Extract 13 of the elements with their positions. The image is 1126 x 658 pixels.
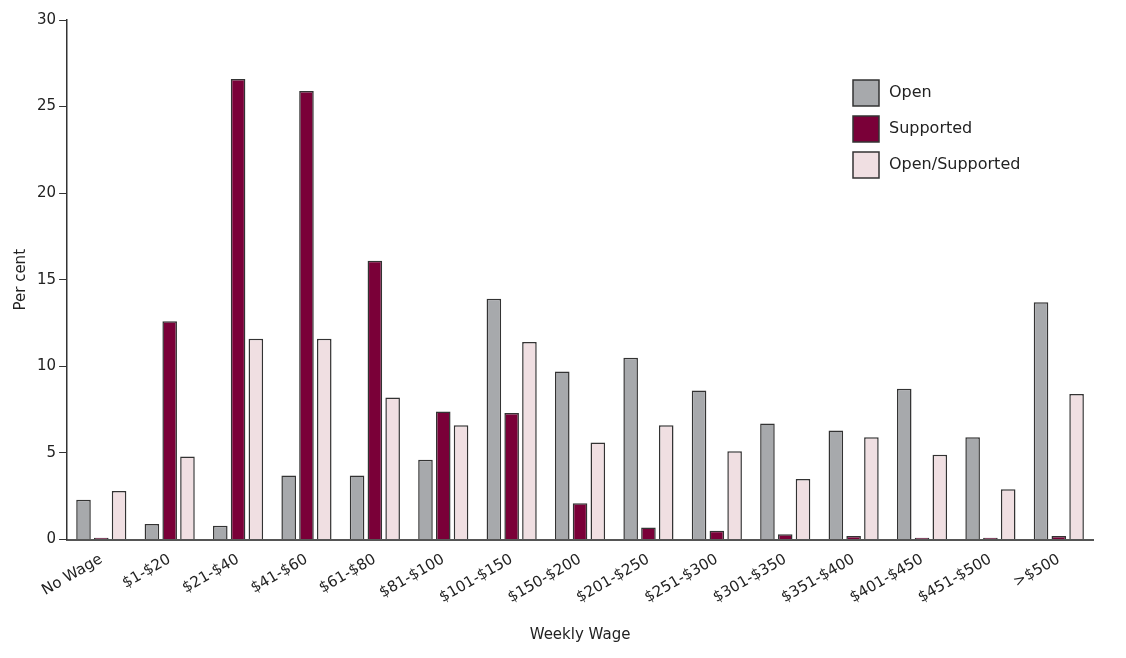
legend-label: Open/Supported: [889, 154, 1021, 174]
y-tick-label: 0: [46, 529, 57, 548]
y-tick-label: 15: [36, 269, 57, 288]
x-axis-title: Weekly Wage: [529, 624, 631, 643]
y-tick-label: 25: [36, 96, 57, 115]
x-tick-label: No Wage: [38, 549, 106, 599]
y-tick-label: 20: [36, 183, 57, 202]
y-axis-title: Per cent: [10, 248, 29, 311]
y-tick-label: 30: [36, 9, 57, 28]
y-tick-label: 10: [36, 356, 57, 375]
legend-label: Supported: [889, 118, 973, 138]
y-tick-label: 5: [46, 442, 57, 461]
legend-label: Open: [889, 82, 932, 102]
